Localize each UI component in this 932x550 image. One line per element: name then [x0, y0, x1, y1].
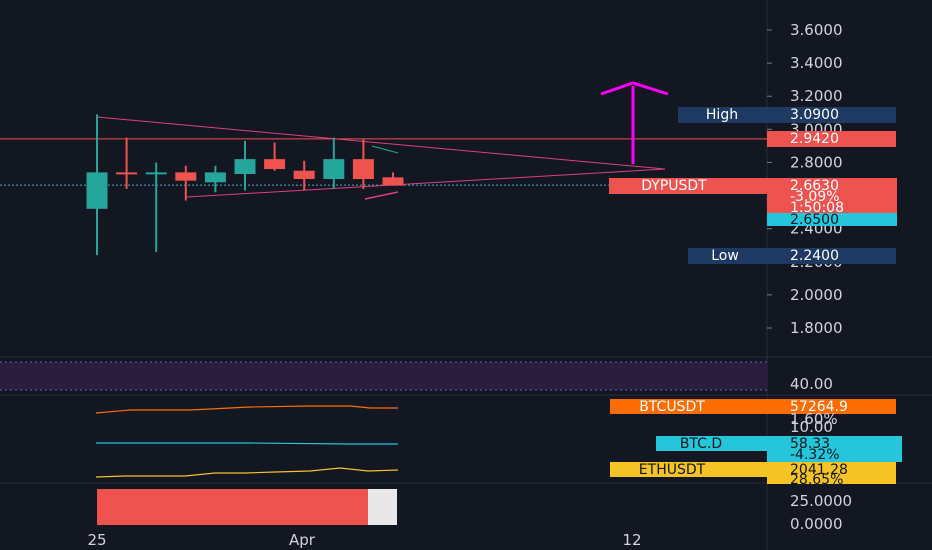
btcusdt-value: 57264.9	[790, 399, 848, 415]
triangle-upper-line[interactable]	[96, 116, 666, 170]
candle-body-4[interactable]	[204, 172, 226, 183]
x-tick-apr: Apr	[289, 531, 316, 549]
target-arrow[interactable]	[600, 81, 669, 164]
low-label-bg	[688, 248, 896, 264]
teal-trend-line[interactable]	[371, 145, 399, 154]
btcd-line[interactable]	[96, 442, 398, 445]
symbol-label-text: DYPUSDT	[641, 178, 707, 194]
lower-pane-red-block	[97, 489, 368, 525]
btcd-change: -4.32%	[790, 447, 840, 463]
y-tick-0: 3.6000	[790, 21, 843, 39]
candle-body-8[interactable]	[323, 159, 345, 179]
candle-body-10[interactable]	[382, 177, 404, 186]
low-label-value: 2.2400	[790, 248, 839, 264]
triangle-pattern[interactable]	[96, 116, 666, 200]
high-label: High 3.0900	[678, 107, 896, 123]
btcd-value: 58.33	[790, 436, 830, 452]
level2-price-tag	[767, 213, 897, 226]
resistance-price-value: 2.9420	[790, 131, 839, 147]
comparison-pane[interactable]: 10.00 BTCUSDT 57264.9 1.60% BTC.D 58.33 …	[95, 399, 902, 488]
candle-body-6[interactable]	[264, 159, 286, 170]
y-tick-1: 3.4000	[790, 54, 843, 72]
triangle-lower-line[interactable]	[186, 168, 666, 198]
x-axis[interactable]: 25 Apr 12	[87, 531, 641, 549]
rsi-tick: 40.00	[790, 375, 833, 393]
x-tick-25: 25	[87, 531, 106, 549]
btcusdt-value-tag	[767, 399, 896, 414]
y-tick-8: 2.0000	[790, 286, 843, 304]
rsi-pane[interactable]: 40.00	[0, 361, 833, 393]
btcd-label-tag	[656, 436, 767, 451]
arrow-head	[600, 81, 669, 96]
btcd-name: BTC.D	[680, 436, 722, 452]
lower-pane[interactable]: 25.0000 0.0000	[97, 489, 852, 533]
lower-pane-tick-top: 25.0000	[790, 492, 852, 510]
last-price-value: 2.6630	[790, 178, 839, 194]
resistance-price-tag	[767, 131, 896, 147]
ethusdt-value: 2041.28	[790, 462, 848, 478]
level2-price-value: 2.6500	[790, 212, 839, 228]
btcusdt-label-tag	[610, 399, 767, 414]
candle-body-9[interactable]	[352, 159, 374, 179]
high-label-text: High	[706, 107, 738, 123]
breakdown-line[interactable]	[364, 191, 399, 200]
btcusdt-line[interactable]	[95, 405, 398, 414]
symbol-label-tag	[609, 178, 767, 194]
candle-body-1[interactable]	[116, 172, 138, 175]
ethusdt-name: ETHUSDT	[639, 462, 706, 478]
btcusdt-name: BTCUSDT	[639, 399, 705, 415]
y-tick-2: 3.2000	[790, 87, 843, 105]
ethusdt-value-tag	[767, 462, 896, 484]
candle-body-3[interactable]	[175, 172, 197, 181]
candle-body-5[interactable]	[234, 159, 256, 175]
bar-countdown: 1:50:08	[790, 200, 844, 216]
high-label-value: 3.0900	[790, 107, 839, 123]
low-label-text: Low	[711, 248, 739, 264]
candle-body-2[interactable]	[145, 172, 167, 175]
high-label-bg	[678, 107, 896, 123]
low-label: Low 2.2400	[688, 248, 896, 264]
candle-body-0[interactable]	[86, 172, 108, 209]
ethusdt-line[interactable]	[95, 467, 399, 478]
y-tick-4: 2.8000	[790, 153, 843, 171]
y-tick-9: 1.8000	[790, 319, 843, 337]
lower-pane-grey-block	[368, 489, 397, 525]
ethusdt-label-tag	[610, 462, 767, 477]
btcusdt-change: 1.60%	[790, 410, 838, 428]
candlestick-series[interactable]	[86, 114, 404, 256]
last-price-change: -3.09%	[790, 189, 840, 205]
rsi-band	[0, 362, 767, 390]
last-price-tag	[767, 178, 897, 214]
btcd-value-tag	[767, 436, 902, 462]
candle-body-7[interactable]	[293, 170, 315, 179]
comparison-scale-tick: 10.00	[790, 418, 833, 436]
lower-pane-tick-bottom: 0.0000	[790, 515, 843, 533]
x-tick-12: 12	[622, 531, 641, 549]
ethusdt-change: 28.65%	[790, 472, 843, 488]
